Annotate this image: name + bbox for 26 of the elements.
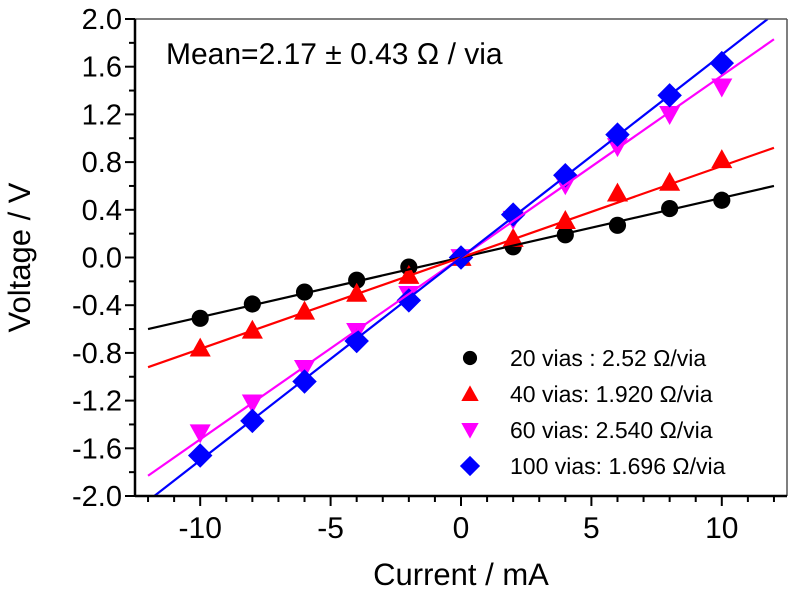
y-axis-title: Voltage / V [2,182,37,332]
point [711,78,732,98]
x-tick-label: -10 [178,512,222,545]
y-tick-label: -0.4 [72,290,122,322]
x-tick-label: 5 [583,512,600,545]
point [190,424,211,444]
y-tick-label: -0.8 [72,338,122,370]
legend-label: 60 vias: 2.540 Ω/via [510,417,713,443]
x-tick-label: 0 [452,512,470,545]
y-tick-label: 1.6 [82,52,122,84]
y-tick-label: 0.4 [82,194,122,227]
legend-label: 40 vias: 1.920 Ω/via [510,381,713,407]
y-tick-label: 1.2 [82,99,122,132]
y-tick-label: 0.0 [82,242,122,274]
x-tick-label: 10 [705,512,738,545]
x-tick-label: -5 [317,512,344,545]
y-tick-label: 2.0 [82,4,122,36]
y-tick-label: -2.0 [72,481,122,513]
x-axis-title: Current / mA [373,557,550,592]
legend-label: 20 vias : 2.52 Ω/via [510,345,706,371]
y-tick-label: 0.8 [82,147,122,180]
legend-label: 100 vias: 1.696 Ω/via [510,453,726,479]
y-tick-label: -1.6 [72,433,122,466]
point [606,182,628,202]
y-tick-label: -1.2 [72,386,122,418]
annotation: Mean=2.17 ± 0.43 Ω / via [166,38,503,71]
